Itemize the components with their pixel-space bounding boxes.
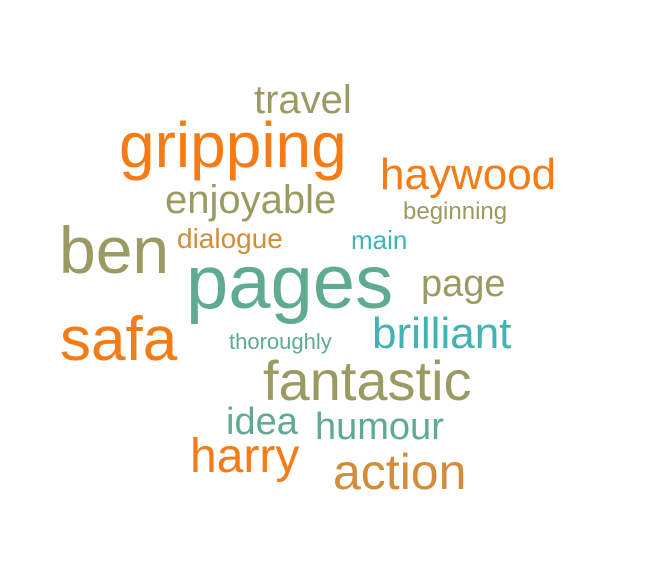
word-beginning: beginning	[403, 198, 508, 225]
word-fantastic: fantastic	[263, 349, 472, 412]
word-idea: idea	[226, 401, 298, 443]
word-gripping: gripping	[119, 109, 347, 181]
word-safa: safa	[60, 305, 178, 374]
word-pages: pages	[186, 240, 394, 325]
word-action: action	[333, 444, 467, 500]
word-haywood: haywood	[380, 150, 557, 199]
word-humour: humour	[315, 406, 444, 448]
word-main: main	[351, 225, 408, 255]
word-ben: ben	[59, 213, 170, 287]
word-dialogue: dialogue	[177, 223, 283, 254]
word-harry: harry	[190, 430, 300, 483]
word-brilliant: brilliant	[372, 309, 512, 358]
word-travel: travel	[254, 78, 352, 122]
word-page: page	[421, 263, 506, 305]
word-enjoyable: enjoyable	[165, 178, 337, 222]
word-thoroughly: thoroughly	[229, 329, 332, 354]
